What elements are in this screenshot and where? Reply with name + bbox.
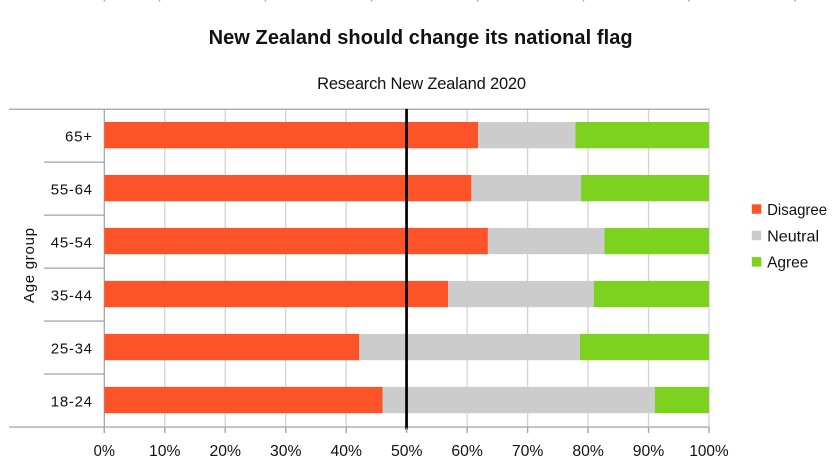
svg-text:18-24: 18-24 bbox=[51, 394, 92, 411]
svg-text:20%: 20% bbox=[209, 443, 241, 460]
svg-text:35-44: 35-44 bbox=[51, 288, 92, 305]
svg-text:60%: 60% bbox=[451, 443, 483, 460]
svg-text:Neutral: Neutral bbox=[767, 228, 819, 245]
svg-text:55-64: 55-64 bbox=[51, 182, 92, 199]
svg-text:50%: 50% bbox=[391, 443, 423, 460]
svg-text:Agree: Agree bbox=[767, 255, 808, 272]
svg-text:90%: 90% bbox=[633, 443, 665, 460]
svg-text:Research New Zealand 2020: Research New Zealand 2020 bbox=[317, 75, 526, 93]
svg-text:45-54: 45-54 bbox=[51, 235, 92, 252]
svg-text:65+: 65+ bbox=[65, 129, 92, 146]
svg-text:10%: 10% bbox=[149, 443, 181, 460]
svg-text:80%: 80% bbox=[572, 443, 604, 460]
svg-text:Age group: Age group bbox=[21, 228, 38, 303]
svg-text:Disagree: Disagree bbox=[767, 202, 827, 219]
svg-text:100%: 100% bbox=[689, 443, 728, 460]
svg-text:25-34: 25-34 bbox=[51, 341, 92, 358]
svg-text:40%: 40% bbox=[330, 443, 362, 460]
svg-text:70%: 70% bbox=[512, 443, 544, 460]
svg-text:New Zealand should change its: New Zealand should change its national f… bbox=[209, 27, 633, 49]
svg-text:30%: 30% bbox=[270, 443, 302, 460]
svg-text:0%: 0% bbox=[94, 443, 115, 460]
